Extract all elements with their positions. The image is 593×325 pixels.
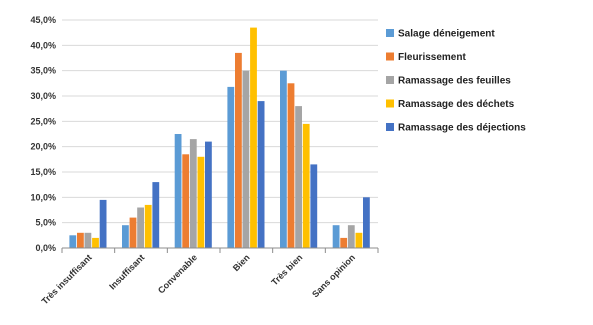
x-tick-label: Bien bbox=[231, 252, 252, 273]
legend-entry: Ramassage des déjections bbox=[398, 123, 526, 134]
bar bbox=[235, 52, 242, 249]
bar bbox=[174, 134, 182, 248]
x-tick-label: Convenable bbox=[156, 252, 199, 295]
bar bbox=[280, 70, 287, 248]
y-tick-label: 35,0% bbox=[30, 66, 56, 76]
y-tick-label: 20,0% bbox=[30, 142, 56, 152]
y-tick-label: 5,0% bbox=[35, 218, 56, 228]
bar bbox=[137, 207, 144, 248]
bar bbox=[363, 197, 370, 248]
x-tick-label: Très bien bbox=[269, 252, 304, 287]
y-tick-label: 10,0% bbox=[30, 192, 56, 202]
gridlines bbox=[62, 19, 378, 224]
bar bbox=[99, 199, 107, 248]
y-tick-label: 15,0% bbox=[30, 167, 56, 177]
bar bbox=[295, 106, 302, 248]
bar bbox=[287, 83, 295, 248]
x-tick-label: Sans opinion bbox=[310, 252, 357, 299]
y-tick-label: 40,0% bbox=[30, 40, 56, 50]
bar bbox=[242, 70, 250, 248]
bar bbox=[347, 225, 355, 248]
bar bbox=[129, 217, 137, 248]
bar bbox=[355, 232, 363, 248]
bar bbox=[257, 101, 265, 248]
y-tick-label: 45,0% bbox=[30, 15, 56, 25]
bar bbox=[182, 154, 190, 248]
legend-entry: Ramassage des déchets bbox=[398, 99, 515, 110]
y-axis-ticks: 0,0% 5,0% 10,0% 15,0% 20,0% 25,0% 30,0% 35,0% 40… bbox=[30, 15, 56, 253]
bar bbox=[197, 156, 205, 248]
x-axis-ticks: Très insuffisant Insuffisant Convenable Bie… bbox=[40, 252, 357, 306]
x-axis bbox=[61, 247, 379, 253]
y-tick-label: 25,0% bbox=[30, 116, 56, 126]
bar bbox=[340, 237, 348, 248]
x-tick-label: Insuffisant bbox=[107, 252, 146, 291]
bars bbox=[69, 27, 370, 249]
bar bbox=[250, 27, 257, 248]
legend-entry: Salage déneigement bbox=[398, 29, 495, 40]
y-tick-label: 0,0% bbox=[35, 243, 56, 253]
legend-swatch bbox=[386, 52, 394, 61]
x-tick-label: Très insuffisant bbox=[40, 252, 94, 306]
legend: Salage déneigement Fleurissement Ramassage… bbox=[386, 29, 526, 134]
legend-swatch bbox=[386, 76, 394, 84]
bar bbox=[310, 164, 318, 248]
legend-swatch bbox=[386, 99, 394, 108]
legend-entry: Ramassage des feuilles bbox=[398, 76, 511, 87]
bar bbox=[122, 225, 129, 248]
y-tick-label: 30,0% bbox=[30, 91, 56, 101]
bar bbox=[227, 86, 235, 249]
legend-swatch bbox=[386, 29, 394, 37]
bar bbox=[144, 204, 152, 248]
bar bbox=[332, 225, 340, 248]
bar bbox=[189, 139, 197, 248]
legend-swatch bbox=[386, 123, 394, 131]
bar bbox=[69, 235, 77, 248]
bar bbox=[205, 141, 212, 248]
bar bbox=[92, 237, 99, 248]
legend-entry: Fleurissement bbox=[398, 52, 466, 63]
bar bbox=[77, 232, 84, 248]
bar bbox=[152, 182, 160, 248]
bar bbox=[302, 123, 310, 248]
bar bbox=[84, 232, 92, 248]
